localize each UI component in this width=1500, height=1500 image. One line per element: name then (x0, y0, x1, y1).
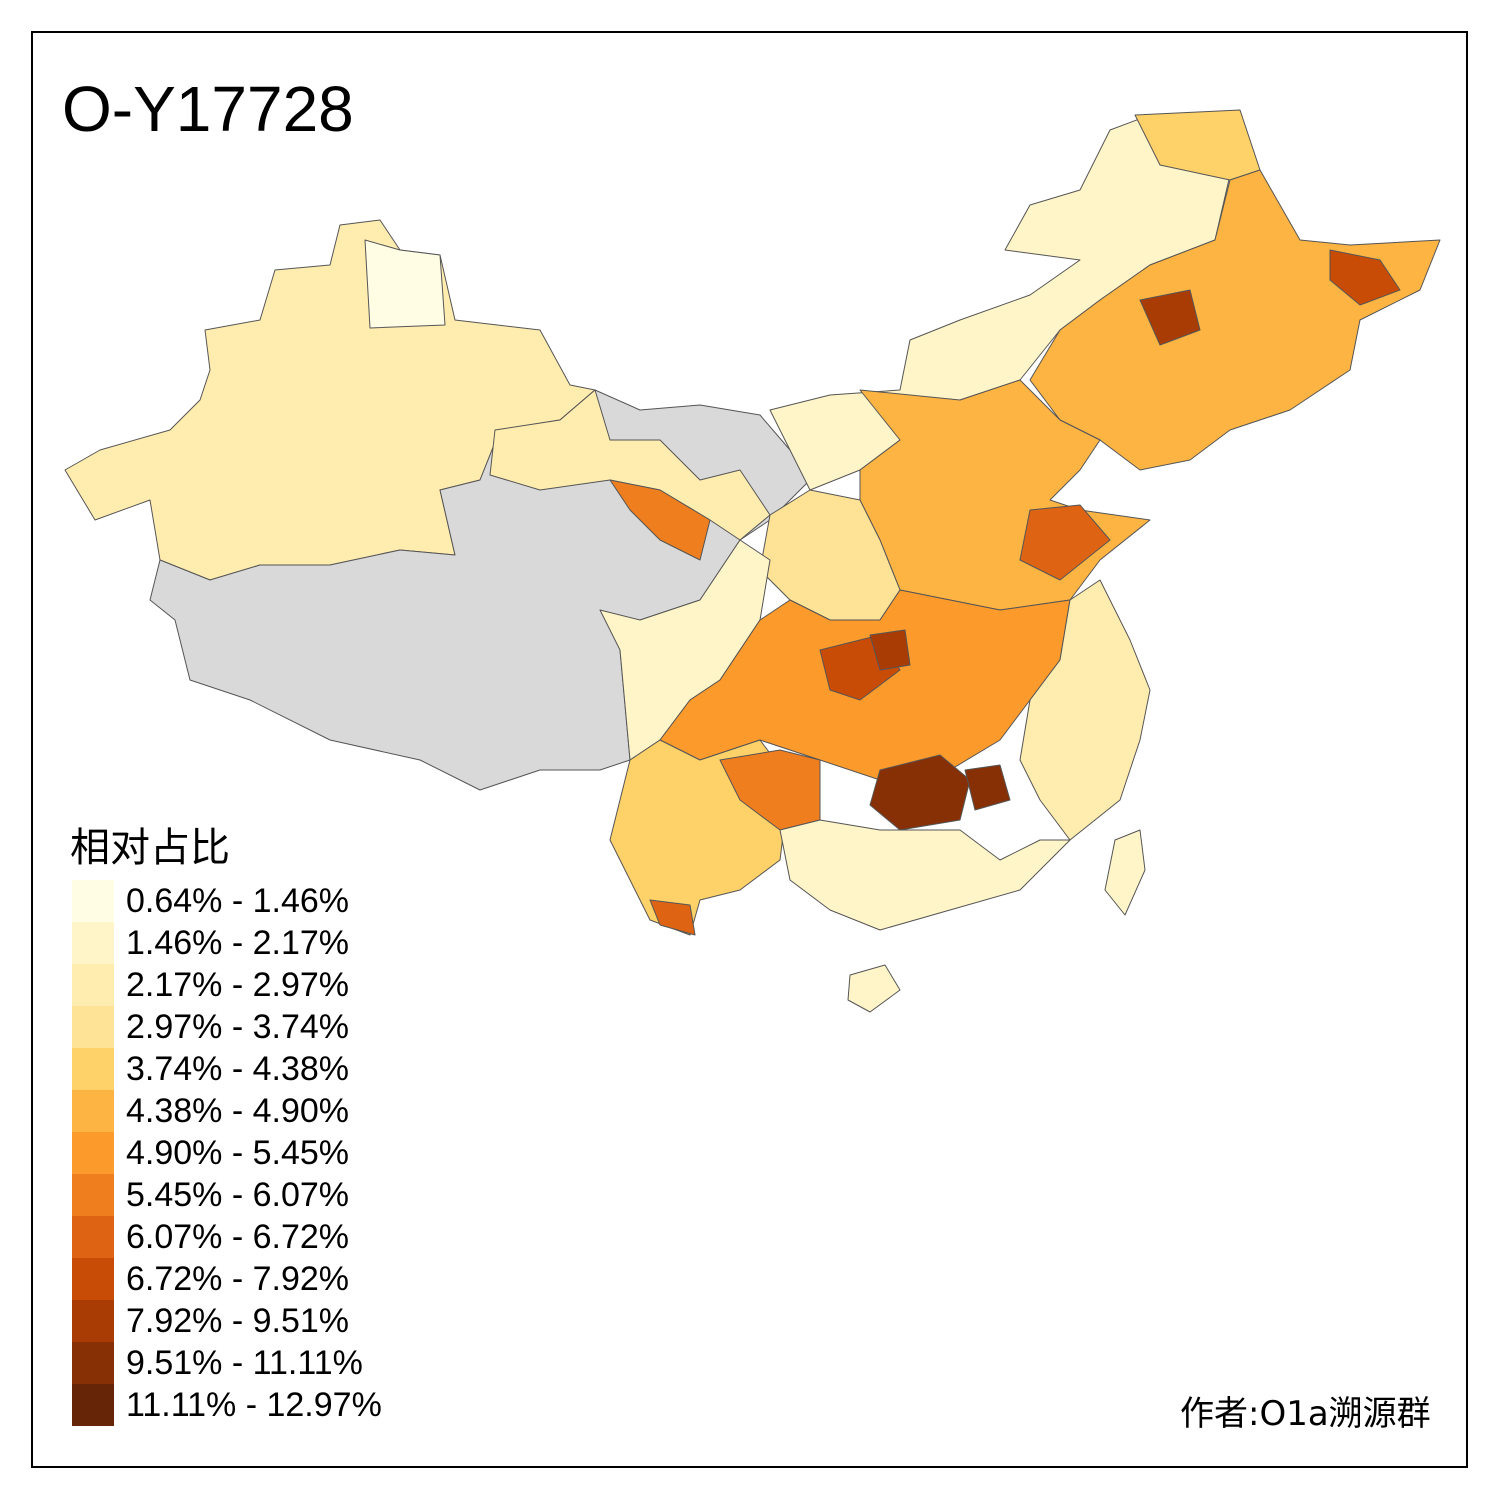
region-hainan (847, 964, 901, 1013)
legend-swatch (72, 964, 114, 1006)
legend-item: 2.97% - 3.74% (72, 1006, 382, 1048)
legend-swatch (72, 1006, 114, 1048)
legend-item: 6.72% - 7.92% (72, 1258, 382, 1300)
legend-swatch (72, 1384, 114, 1426)
map-title: O-Y17728 (62, 73, 354, 145)
author-credit: 作者:O1a溯源群 (1180, 1394, 1431, 1434)
legend-item: 4.38% - 4.90% (72, 1090, 382, 1132)
legend-item: 6.07% - 6.72% (72, 1216, 382, 1258)
region-taiwan (1104, 829, 1146, 916)
legend-swatch (72, 1258, 114, 1300)
legend-label: 7.92% - 9.51% (126, 1301, 350, 1340)
legend-label: 1.46% - 2.17% (126, 923, 350, 962)
legend-swatch (72, 1132, 114, 1174)
legend-item: 7.92% - 9.51% (72, 1300, 382, 1342)
map-frame (31, 31, 1468, 1468)
legend-swatch (72, 1300, 114, 1342)
legend-swatch (72, 1090, 114, 1132)
legend-label: 9.51% - 11.11% (126, 1343, 363, 1382)
legend-swatch (72, 880, 114, 922)
region-jilin-dark (1139, 289, 1201, 346)
region-guangxi (779, 819, 1071, 931)
region-hunan-dark (869, 754, 971, 831)
legend-swatch (72, 1174, 114, 1216)
region-jiangxi-dark (964, 764, 1011, 811)
region-xinjiang-north (364, 239, 446, 329)
legend-swatch (72, 922, 114, 964)
legend-item: 1.46% - 2.17% (72, 922, 382, 964)
legend-swatch (72, 1342, 114, 1384)
region-gansu-south (609, 479, 711, 561)
legend-item: 3.74% - 4.38% (72, 1048, 382, 1090)
legend-item: 2.17% - 2.97% (72, 964, 382, 1006)
region-yunnan-south (649, 899, 696, 936)
legend-label: 11.11% - 12.97% (126, 1385, 382, 1424)
region-ne-east (1329, 249, 1401, 306)
region-hubei-dark (869, 629, 911, 671)
legend-label: 3.74% - 4.38% (126, 1049, 350, 1088)
legend-label: 5.45% - 6.07% (126, 1175, 350, 1214)
legend-label: 2.17% - 2.97% (126, 965, 350, 1004)
legend-item: 0.64% - 1.46% (72, 880, 382, 922)
legend-item: 9.51% - 11.11% (72, 1342, 382, 1384)
region-shandong (1019, 504, 1111, 581)
legend-label: 4.38% - 4.90% (126, 1091, 350, 1130)
legend: 0.64% - 1.46% 1.46% - 2.17% 2.17% - 2.97% 2… (72, 880, 382, 1426)
legend-swatch (72, 1048, 114, 1090)
legend-label: 6.07% - 6.72% (126, 1217, 350, 1256)
legend-item: 4.90% - 5.45% (72, 1132, 382, 1174)
legend-label: 6.72% - 7.92% (126, 1259, 350, 1298)
legend-item: 5.45% - 6.07% (72, 1174, 382, 1216)
legend-item: 11.11% - 12.97% (72, 1384, 382, 1426)
legend-title: 相对占比 (70, 825, 230, 871)
legend-label: 2.97% - 3.74% (126, 1007, 350, 1046)
legend-label: 4.90% - 5.45% (126, 1133, 350, 1172)
region-east-coast (1019, 579, 1151, 841)
legend-swatch (72, 1216, 114, 1258)
legend-label: 0.64% - 1.46% (126, 881, 350, 920)
